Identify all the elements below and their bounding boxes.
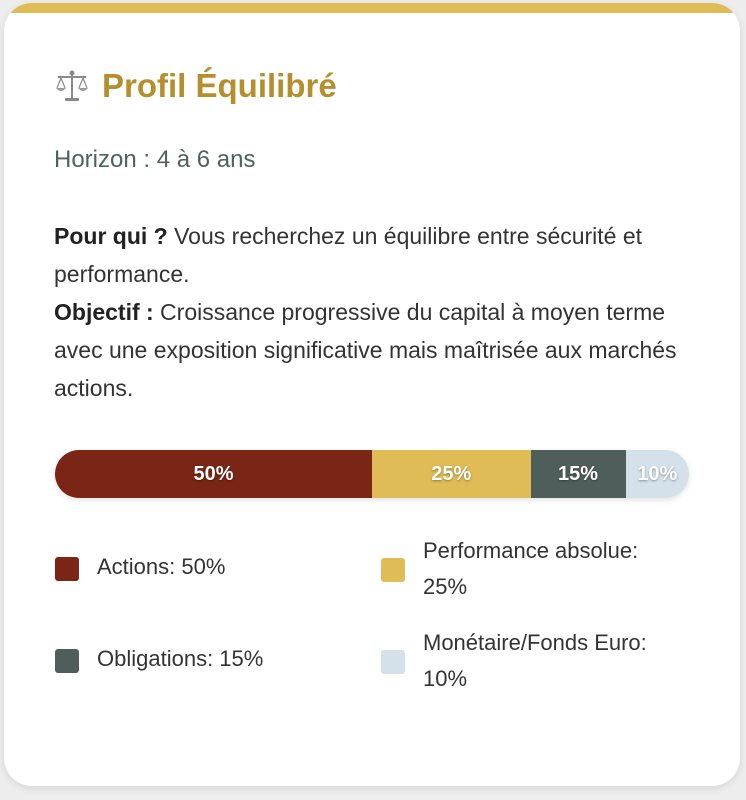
segment-performance-absolue: 25% xyxy=(372,450,531,498)
legend-swatch-performance-absolue xyxy=(381,558,405,582)
legend-swatch-obligations xyxy=(55,649,79,673)
legend-monetaire: Monétaire/Fonds Euro: 10% xyxy=(381,625,647,697)
objective-text: Croissance progressive du capital à moye… xyxy=(54,299,677,401)
allocation-bar: 50% 25% 15% 10% xyxy=(55,450,689,498)
for-who-label: Pour qui ? xyxy=(54,223,168,249)
segment-obligations: 15% xyxy=(530,450,626,498)
objective-label: Objectif : xyxy=(54,299,154,325)
segment-monetaire: 10% xyxy=(625,450,689,498)
profile-title: Profil Équilibré xyxy=(54,67,337,105)
legend-swatch-monetaire xyxy=(381,650,405,674)
legend-swatch-actions xyxy=(55,557,79,581)
segment-actions: 50% xyxy=(55,450,372,498)
legend-line2: 25% xyxy=(423,574,468,599)
horizon-text: Horizon : 4 à 6 ans xyxy=(54,146,256,173)
legend-line1: Performance absolue: xyxy=(423,538,639,563)
profile-title-text: Profil Équilibré xyxy=(102,67,337,104)
legend-label-performance-absolue: Performance absolue: 25% xyxy=(423,533,638,605)
legend-line1: Monétaire/Fonds Euro: xyxy=(423,630,647,655)
legend-performance-absolue: Performance absolue: 25% xyxy=(381,533,638,605)
card-top-border xyxy=(4,3,740,13)
legend-obligations: Obligations: 15% xyxy=(55,641,263,677)
legend-label-monetaire: Monétaire/Fonds Euro: 10% xyxy=(423,625,647,697)
scales-icon xyxy=(54,68,90,104)
profile-card: Profil Équilibré Horizon : 4 à 6 ans Pou… xyxy=(4,3,740,786)
legend-label-obligations: Obligations: 15% xyxy=(97,646,264,671)
legend-actions: Actions: 50% xyxy=(55,549,225,585)
legend-line2: 10% xyxy=(423,666,468,691)
legend-label-actions: Actions: 50% xyxy=(97,554,226,579)
for-who-text: Vous recherchez un équilibre entre sécur… xyxy=(54,223,643,287)
profile-description: Pour qui ? Vous recherchez un équilibre … xyxy=(54,217,704,407)
